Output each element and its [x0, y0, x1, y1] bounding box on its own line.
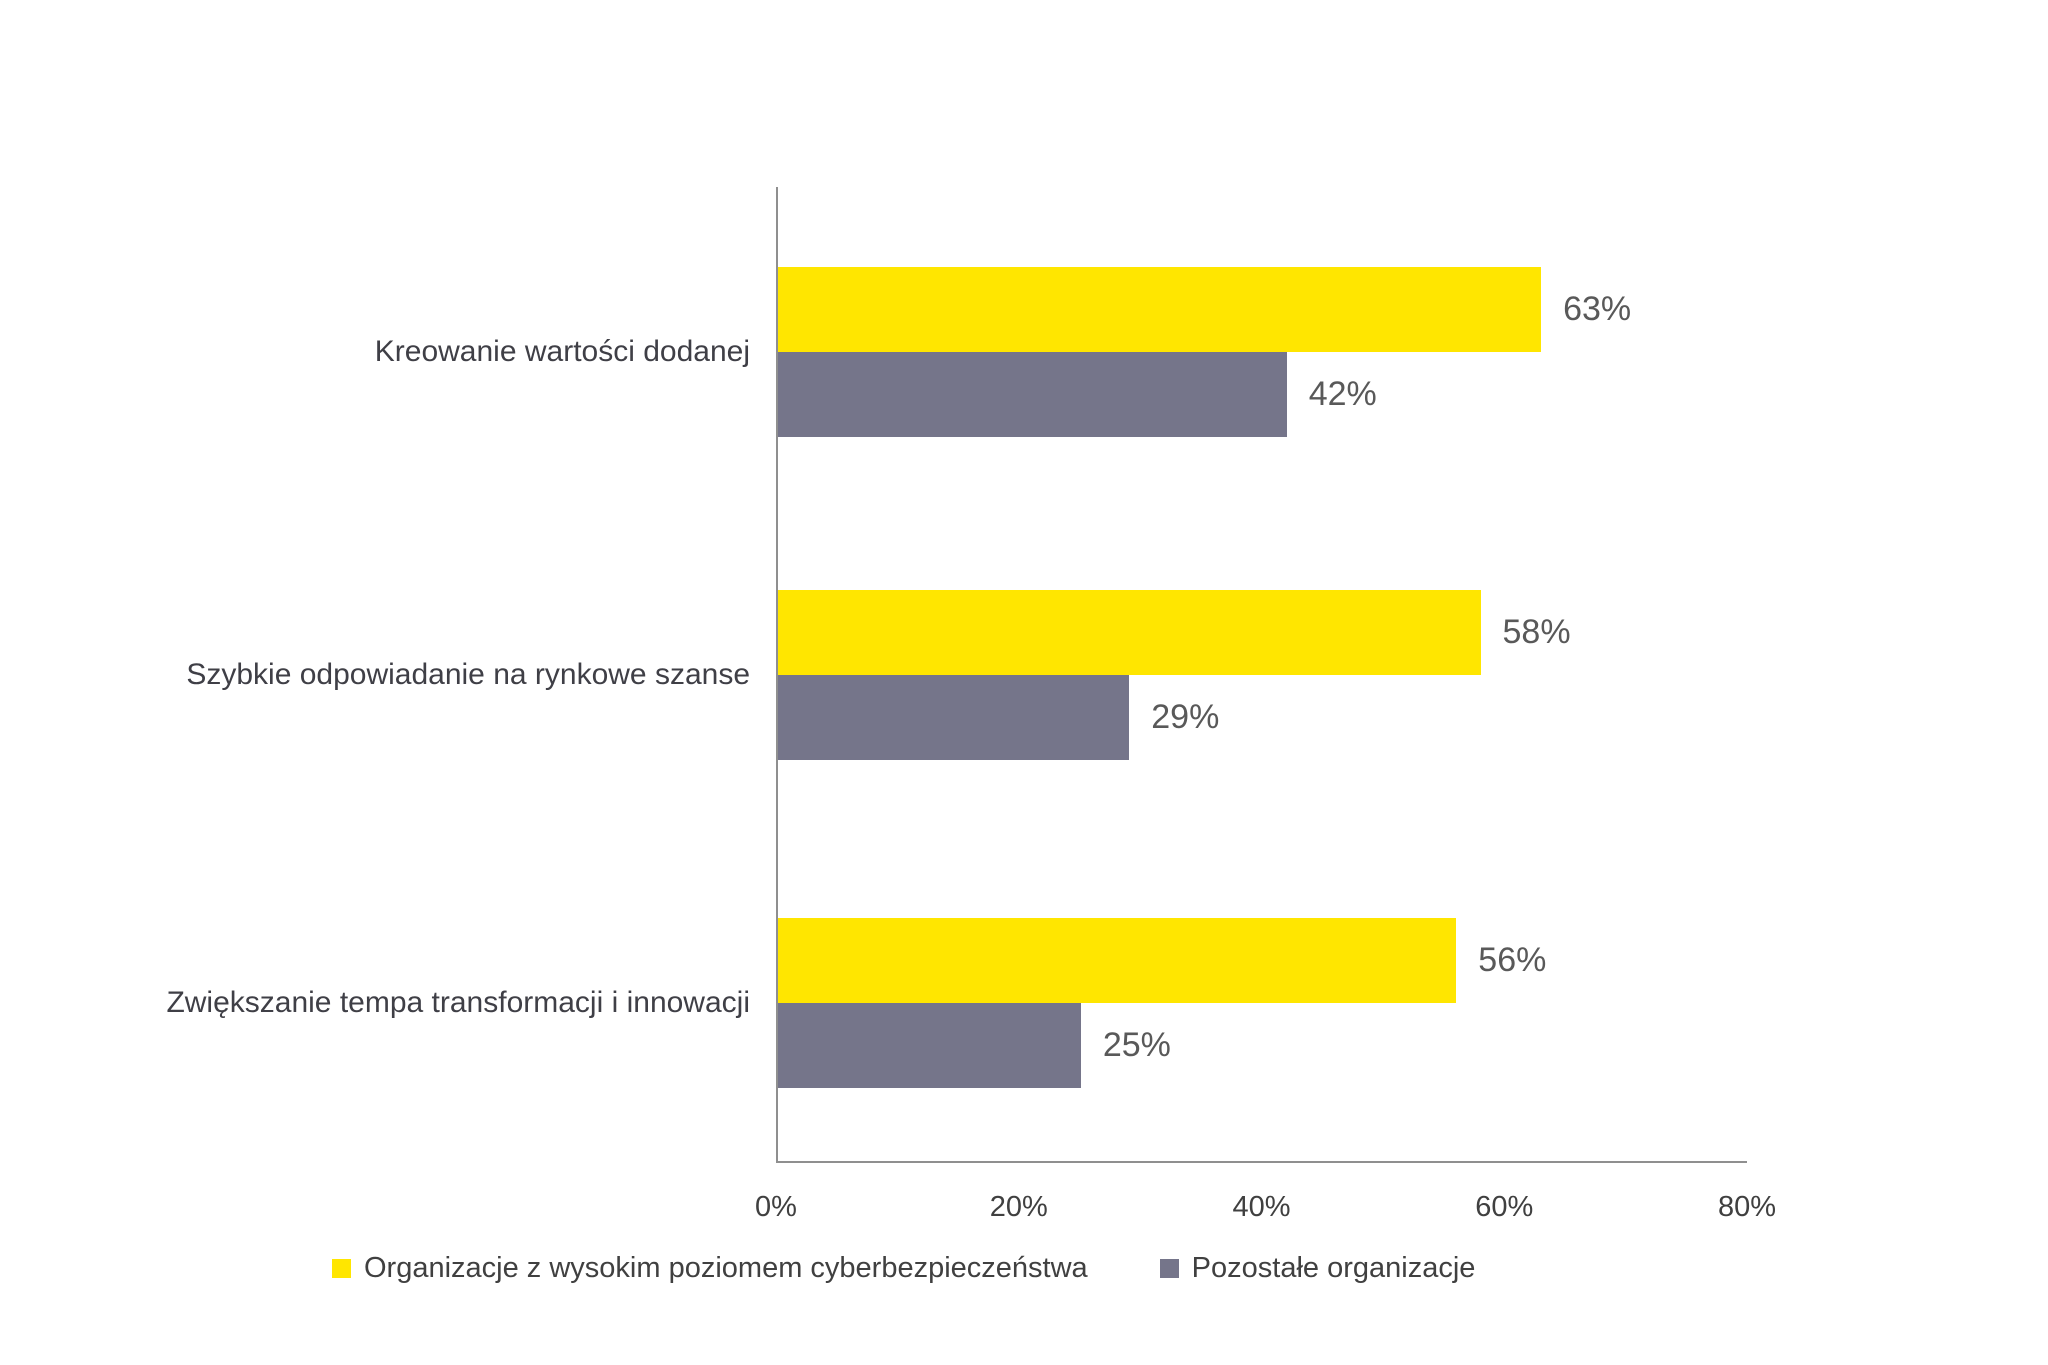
legend-swatch-gray-icon: [1159, 1259, 1179, 1278]
bar-group: Kreowanie wartości dodanej 63% 42%: [375, 267, 1747, 437]
bar-row: 25%: [778, 1003, 1747, 1088]
bar-high-cyber: [778, 918, 1457, 1003]
bar-other-orgs: [778, 352, 1287, 437]
bar-row: 56%: [778, 918, 1747, 1003]
bar-value-label: 25%: [1102, 1026, 1171, 1064]
bar-value-label: 63%: [1563, 290, 1632, 328]
legend-swatch-yellow-icon: [332, 1259, 351, 1278]
bar-high-cyber: [778, 267, 1542, 352]
bar-row: 58%: [778, 590, 1747, 675]
bar-other-orgs: [778, 675, 1130, 760]
bar-high-cyber: [778, 590, 1481, 675]
legend-item-high-cyber: Organizacje z wysokim poziomem cyberbezp…: [332, 1252, 1088, 1285]
bar-row: 42%: [778, 352, 1747, 437]
bar-value-label: 58%: [1502, 613, 1571, 651]
x-axis: 0% 20% 40% 60% 80%: [755, 1191, 1776, 1231]
legend-label: Pozostałe organizacje: [1191, 1252, 1476, 1284]
x-axis-tick: 40%: [1232, 1191, 1291, 1223]
bar-other-orgs: [778, 1003, 1081, 1088]
legend: Organizacje z wysokim poziomem cyberbezp…: [332, 1252, 1475, 1285]
bar-group: Szybkie odpowiadanie na rynkowe szanse 5…: [186, 590, 1747, 760]
bar-value-label: 42%: [1308, 375, 1377, 413]
x-axis-tick: 80%: [1717, 1191, 1777, 1223]
x-axis-tick: 60%: [1475, 1191, 1534, 1223]
x-axis-tick: 20%: [989, 1191, 1048, 1223]
category-label: Kreowanie wartości dodanej: [374, 335, 750, 368]
plot-area: Kreowanie wartości dodanej 63% 42% Szybk…: [166, 187, 1747, 1163]
x-axis-tick: 0%: [755, 1191, 797, 1223]
legend-label: Organizacje z wysokim poziomem cyberbezp…: [364, 1252, 1088, 1284]
legend-item-other-orgs: Pozostałe organizacje: [1159, 1252, 1476, 1285]
bar-value-label: 56%: [1478, 941, 1547, 979]
category-label: Zwiększanie tempa transformacji i innowa…: [166, 986, 750, 1019]
category-label: Szybkie odpowiadanie na rynkowe szanse: [186, 658, 750, 691]
bar-row: 63%: [778, 267, 1747, 352]
bar-group: Zwiększanie tempa transformacji i innowa…: [166, 918, 1747, 1088]
bar-row: 29%: [778, 675, 1747, 760]
bar-value-label: 29%: [1151, 698, 1220, 736]
